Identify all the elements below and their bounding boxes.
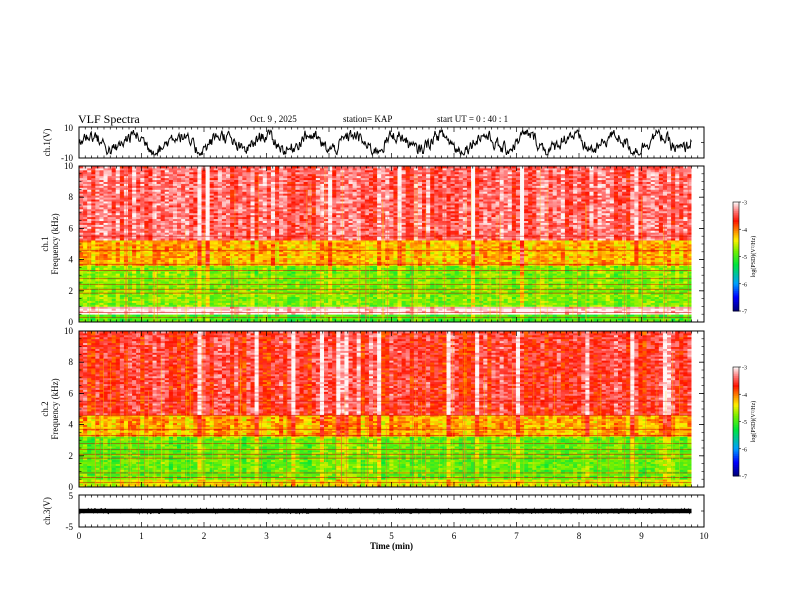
vlf-figure: -3-4-5-6-7log(PSD)(V²/Hz)-3-4-5-6-7log(P… — [0, 0, 792, 612]
ch1-spectrogram — [79, 166, 704, 322]
